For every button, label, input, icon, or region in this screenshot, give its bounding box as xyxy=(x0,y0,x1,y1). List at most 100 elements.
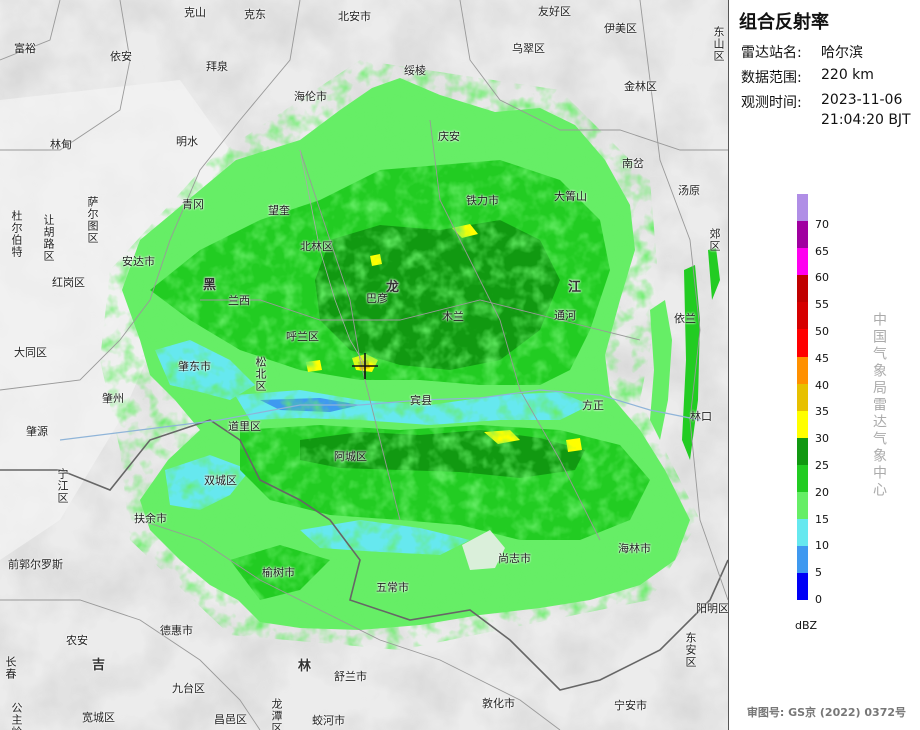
places-8: 拜泉 xyxy=(206,60,228,73)
province_labels-3: 吉 xyxy=(92,658,106,673)
county-boundary-6 xyxy=(200,299,641,341)
places-20: 汤原 xyxy=(678,184,700,197)
vertical_places-1: 让胡路区 xyxy=(42,214,55,262)
time-date: 2023-11-06 xyxy=(821,92,903,108)
legend-label-65: 65 xyxy=(815,244,829,258)
county-boundary-2 xyxy=(0,0,301,391)
echo-east-streak-1 xyxy=(650,300,672,440)
places-14: 庆安 xyxy=(438,130,460,143)
places-33: 宾县 xyxy=(410,394,432,407)
places-16: 青冈 xyxy=(182,198,204,211)
places-17: 望奎 xyxy=(268,204,290,217)
legend-swatch-12 xyxy=(797,248,808,276)
places-41: 海林市 xyxy=(618,542,651,555)
legend-label-50: 50 xyxy=(815,325,829,338)
places-13: 明水 xyxy=(176,135,198,148)
legend-swatch-11 xyxy=(797,275,808,303)
echo-no-echo-gap xyxy=(462,530,505,570)
places-31: 肇东市 xyxy=(178,360,211,373)
places-37: 道里区 xyxy=(228,420,261,433)
legend-label-55: 55 xyxy=(815,298,829,312)
approval-number: 审图号: GS京 (2022) 0372号 xyxy=(746,706,906,719)
vertical_places-2: 萨尔图区 xyxy=(86,196,99,244)
legend-label-30: 30 xyxy=(815,432,829,446)
station-row: 雷达站名: 哈尔滨 xyxy=(741,42,863,62)
places-48: 德惠市 xyxy=(160,624,193,637)
vertical_places-4: 宁江区 xyxy=(56,468,69,504)
places-45: 五常市 xyxy=(376,581,409,594)
range-label: 数据范围: xyxy=(741,70,802,86)
places-34: 方正 xyxy=(582,399,604,412)
legend-unit: dBZ xyxy=(795,619,818,632)
places-44: 榆树市 xyxy=(262,566,295,579)
legend-label-20: 20 xyxy=(815,485,829,499)
legend-label-60: 60 xyxy=(815,271,829,285)
legend-swatch-6 xyxy=(797,410,808,438)
places-25: 巴彦 xyxy=(366,292,388,305)
legend-label-40: 40 xyxy=(815,378,829,392)
places-39: 双城区 xyxy=(204,474,237,487)
places-28: 依兰 xyxy=(674,312,696,325)
province_labels-4: 林 xyxy=(298,659,312,674)
places-46: 阳明区 xyxy=(696,602,729,615)
color-legend xyxy=(797,194,808,601)
places-51: 敦化市 xyxy=(482,697,515,710)
info-panel: 组合反射率 雷达站名: 哈尔滨 数据范围: 220 km 观测时间: 2023-… xyxy=(729,0,920,730)
vertical_places-0: 杜尔伯特 xyxy=(10,210,23,258)
province_labels-2: 江 xyxy=(568,280,582,295)
places-32: 肇州 xyxy=(102,392,124,405)
time-clock: 21:04:20 BJT xyxy=(821,112,911,128)
places-12: 林甸 xyxy=(50,138,72,151)
places-38: 阿城区 xyxy=(334,450,367,463)
places-4: 伊美区 xyxy=(604,22,637,35)
places-27: 通河 xyxy=(554,309,576,322)
time-row: 观测时间: 2023-11-06 xyxy=(741,92,902,112)
legend-swatch-0 xyxy=(797,573,808,601)
range-row: 数据范围: 220 km xyxy=(741,67,874,87)
county-boundary-7 xyxy=(139,519,561,730)
legend-swatch-8 xyxy=(797,356,808,384)
places-23: 红岗区 xyxy=(52,276,85,289)
county-boundary-1 xyxy=(0,0,131,151)
vertical_places-5: 长春 xyxy=(4,656,17,680)
county-boundary-4 xyxy=(299,149,401,521)
admin-boundaries xyxy=(0,0,728,730)
legend-swatch-10 xyxy=(797,302,808,330)
road-line xyxy=(299,149,366,366)
legend-label-5: 5 xyxy=(815,566,822,580)
echo-east-streak-3 xyxy=(708,248,720,300)
places-18: 铁力市 xyxy=(466,194,499,207)
places-43: 尚志市 xyxy=(498,552,531,565)
places-3: 友好区 xyxy=(538,5,571,18)
places-42: 前郭尔罗斯 xyxy=(8,558,63,571)
legend-swatch-14 xyxy=(797,194,808,222)
product-title: 组合反射率 xyxy=(739,12,829,33)
vertical_places-6: 公主岭 xyxy=(10,702,23,730)
places-9: 绥棱 xyxy=(404,64,426,77)
legend-label-10: 10 xyxy=(815,539,829,553)
places-1: 克东 xyxy=(244,8,266,21)
legend-swatch-2 xyxy=(797,519,808,547)
legend-swatch-3 xyxy=(797,492,808,520)
places-36: 肇源 xyxy=(26,425,48,438)
places-10: 海伦市 xyxy=(294,90,327,103)
radar-echo xyxy=(100,60,720,650)
radar-map[interactable]: 克山 克东 北安市 友好区 伊美区 乌翠区 富裕 依安 拜泉 绥棱 海伦市 金林区 林甸 明水 庆安 南岔 青冈… xyxy=(0,0,729,730)
places-47: 农安 xyxy=(66,634,88,647)
river-songhua xyxy=(59,389,701,441)
legend-label-45: 45 xyxy=(815,351,829,365)
places-52: 宁安市 xyxy=(614,699,647,712)
places-50: 九台区 xyxy=(172,682,205,695)
places-7: 依安 xyxy=(110,50,132,63)
places-35: 林口 xyxy=(690,410,712,423)
places-15: 南岔 xyxy=(622,157,644,170)
legend-swatch-9 xyxy=(797,329,808,357)
radar-station-marker xyxy=(352,353,378,379)
places-26: 木兰 xyxy=(442,310,464,323)
places-2: 北安市 xyxy=(338,10,371,23)
places-6: 富裕 xyxy=(14,42,36,55)
legend-label-0: 0 xyxy=(815,593,822,606)
places-49: 舒兰市 xyxy=(334,670,367,683)
legend-swatch-4 xyxy=(797,464,808,493)
time-label: 观测时间: xyxy=(741,95,802,111)
